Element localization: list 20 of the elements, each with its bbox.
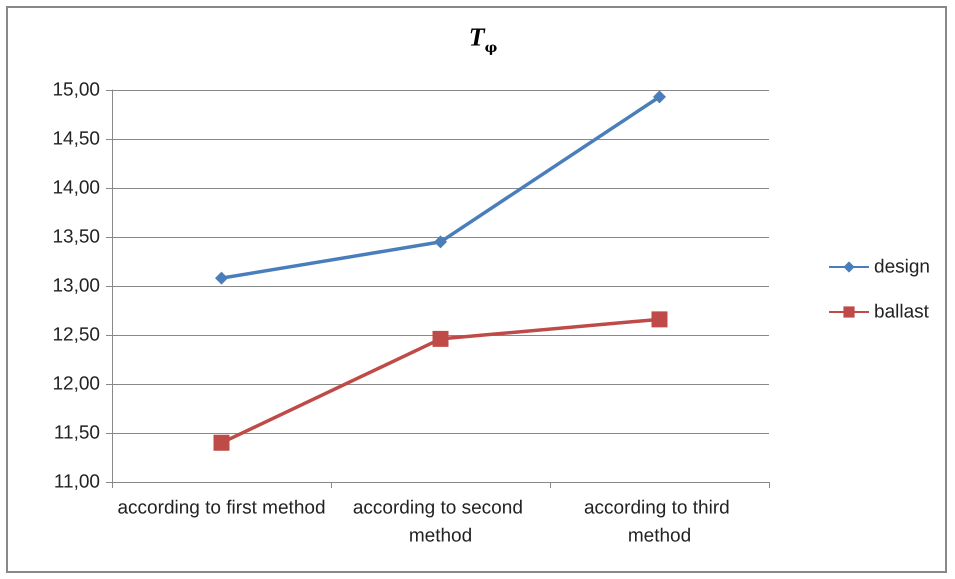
x-tick-label: according to first method	[117, 498, 326, 518]
legend-label: ballast	[874, 302, 930, 322]
x-tick-label: according to third method	[584, 498, 736, 546]
y-tick-label: 11,00	[54, 472, 100, 492]
point	[215, 272, 228, 285]
x-tick-label: according to second method	[352, 498, 528, 546]
y-tick-label: 12,00	[52, 374, 100, 394]
y-tick-label: 13,50	[52, 226, 100, 248]
point	[432, 330, 448, 347]
point	[214, 434, 230, 451]
point	[434, 235, 447, 248]
y-tick-label: 15,00	[52, 80, 100, 100]
y-tick-label: 14,00	[52, 178, 100, 198]
legend-label: design	[874, 256, 930, 278]
y-tick-label: 12,50	[52, 324, 100, 346]
y-tick-label: 11,50	[54, 422, 100, 444]
y-tick-label: 13,00	[52, 276, 100, 296]
y-tick-label: 14,50	[52, 128, 100, 150]
point	[652, 311, 668, 328]
point	[653, 90, 666, 104]
